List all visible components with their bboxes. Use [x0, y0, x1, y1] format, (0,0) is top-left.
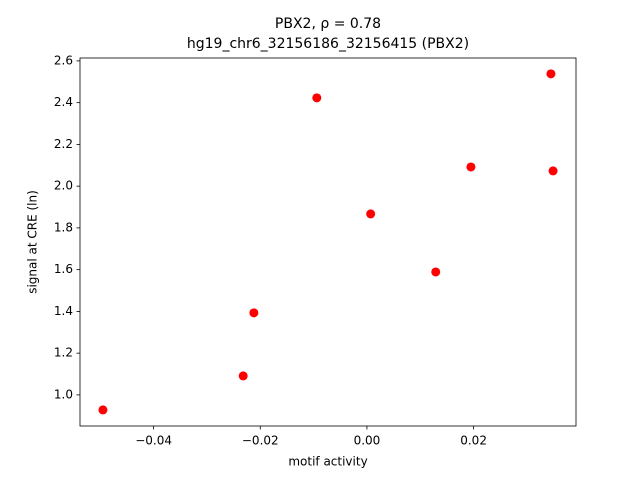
y-axis-label: signal at CRE (ln) [26, 190, 40, 294]
y-tick-label: 2.4 [54, 95, 73, 109]
y-tick-label: 2.6 [54, 53, 73, 67]
y-tick-label: 1.0 [54, 387, 73, 401]
x-axis-label: motif activity [288, 455, 367, 469]
y-tick-label: 2.0 [54, 179, 73, 193]
x-tick-label: −0.04 [135, 434, 172, 448]
y-tick-label: 1.8 [54, 220, 73, 234]
point [366, 209, 376, 219]
chart-title: PBX2, ρ = 0.78 [275, 16, 381, 32]
point [466, 162, 476, 172]
point [249, 308, 259, 318]
point [238, 371, 248, 381]
y-tick-label: 1.4 [54, 304, 73, 318]
x-tick-label: 0.02 [460, 434, 487, 448]
point [312, 93, 322, 103]
y-tick-label: 1.6 [54, 262, 73, 276]
chart-subtitle: hg19_chr6_32156186_32156415 (PBX2) [187, 36, 469, 52]
x-tick-label: −0.02 [242, 434, 279, 448]
point [546, 69, 556, 79]
point [431, 267, 441, 277]
x-tick-label: 0.00 [354, 434, 381, 448]
point [98, 405, 108, 415]
y-tick-label: 2.2 [54, 137, 73, 151]
y-tick-label: 1.2 [54, 346, 73, 360]
plot-frame [79, 57, 577, 427]
point [548, 166, 558, 176]
